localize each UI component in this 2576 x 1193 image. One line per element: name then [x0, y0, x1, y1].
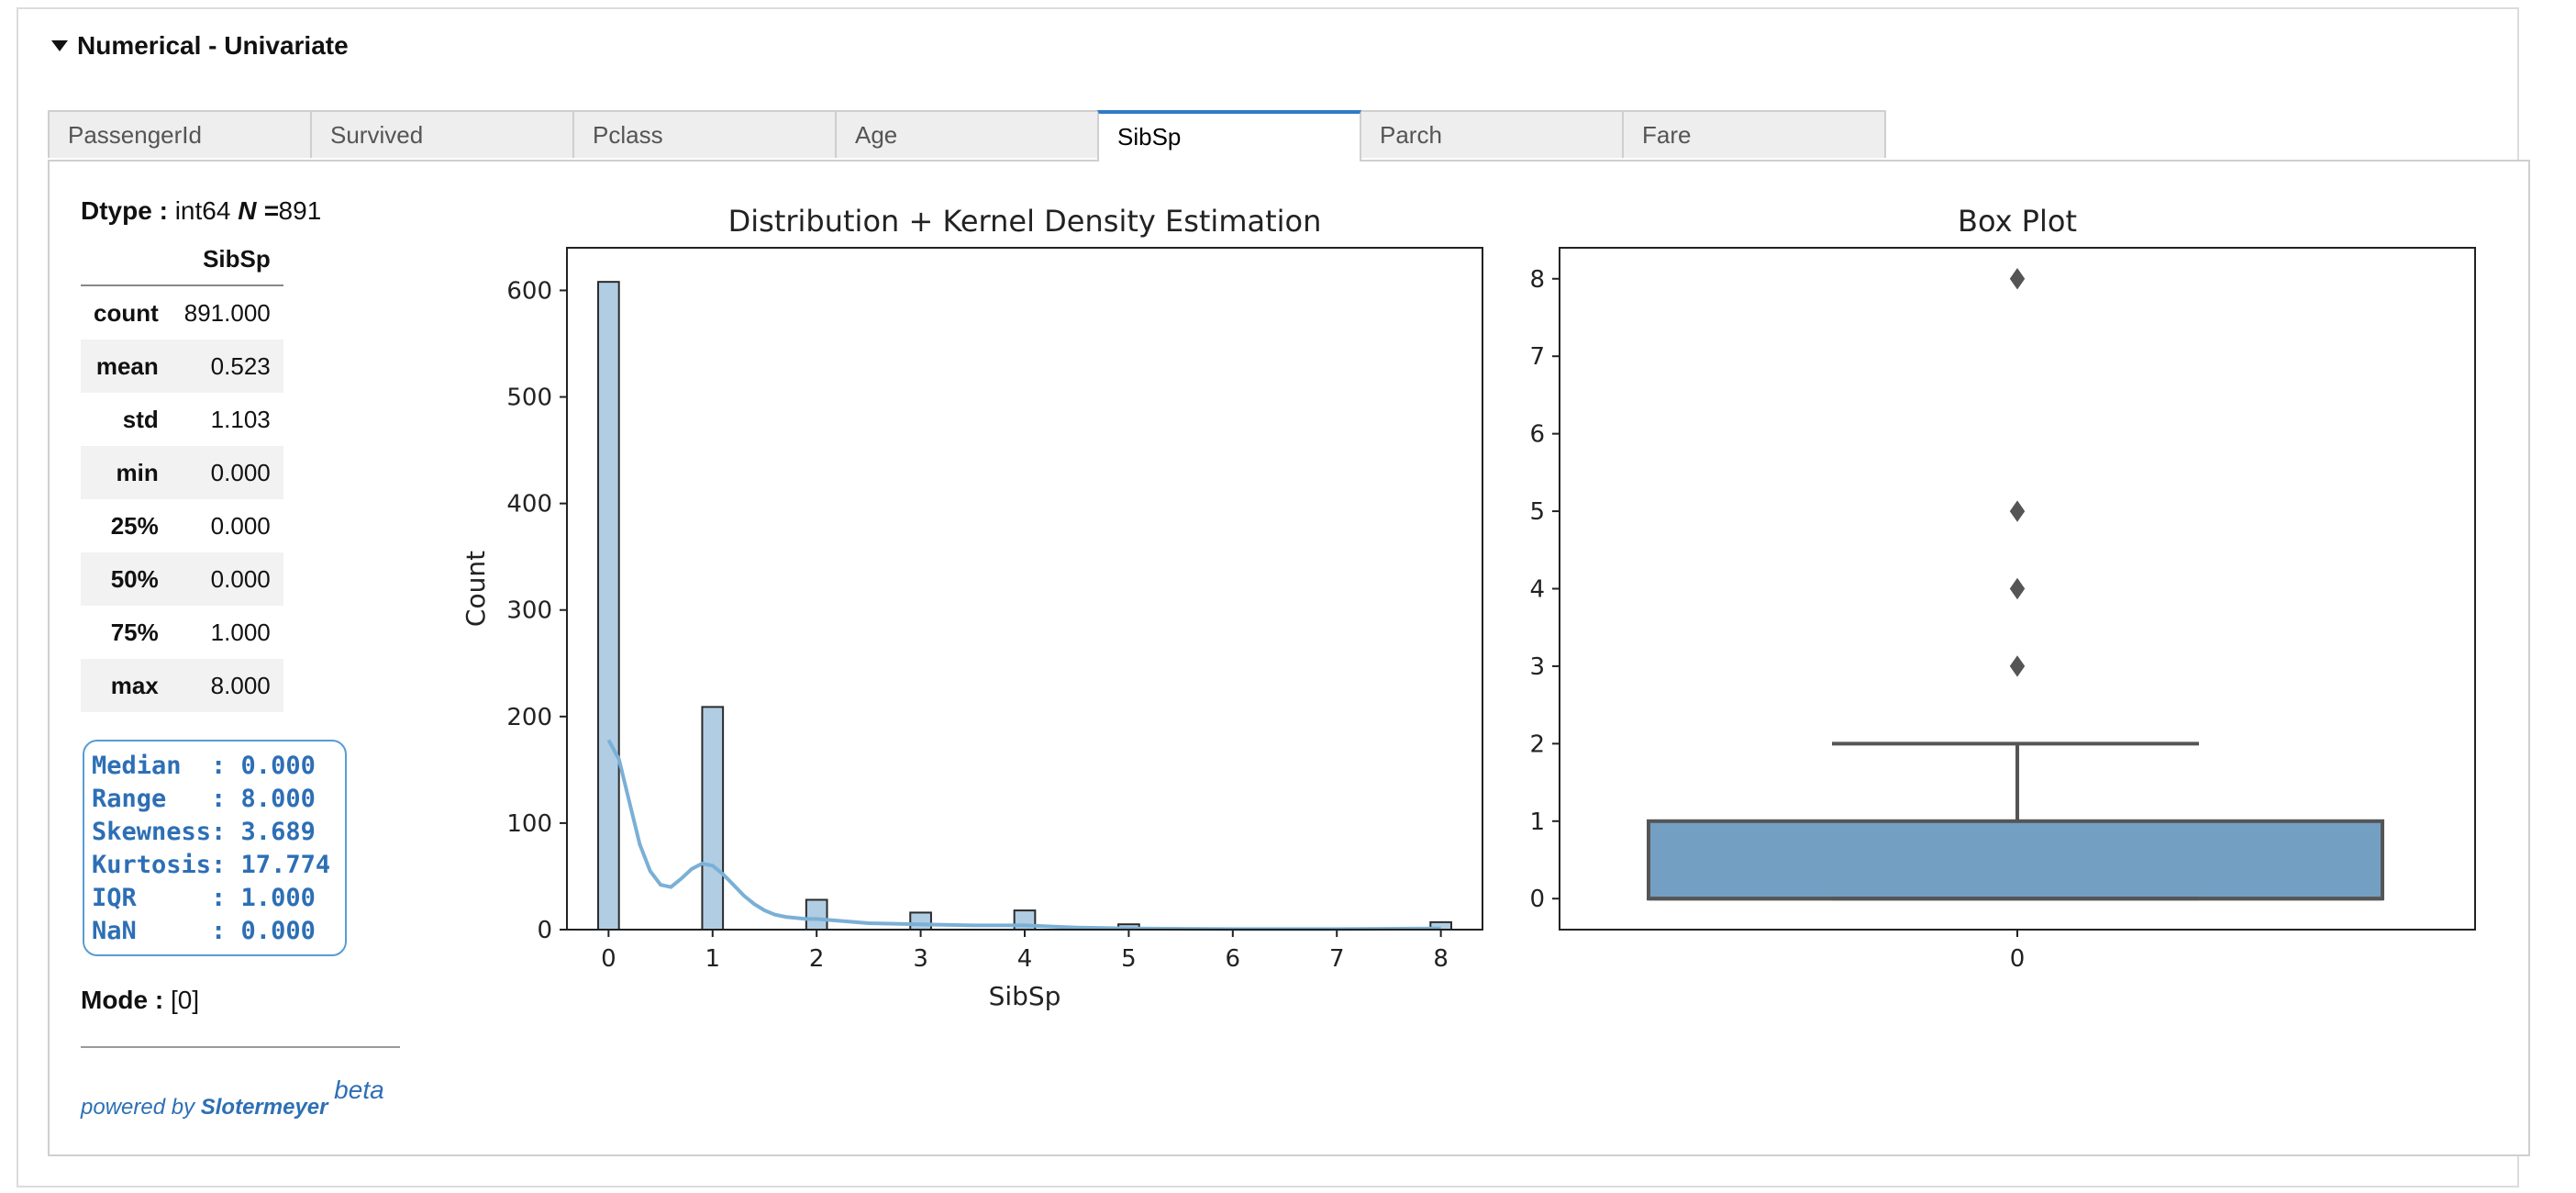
x-tick-label: 8 — [1433, 945, 1449, 973]
x-tick-label: 4 — [1017, 945, 1033, 973]
y-tick-label: 100 — [506, 810, 552, 838]
table-row: mean 0.523 — [81, 340, 283, 393]
summary-line: IQR : 1.000 — [92, 884, 316, 912]
tab-survived[interactable]: Survived — [310, 110, 574, 158]
tab-panel — [48, 160, 2530, 1156]
tab-bar: PassengerId Survived Pclass Age SibSp Pa… — [48, 110, 1886, 162]
table-corner — [81, 235, 172, 286]
x-axis-label: SibSp — [989, 981, 1061, 1011]
summary-line: Median : 0.000 — [92, 752, 316, 780]
row-label: std — [122, 405, 159, 433]
table-row: 75% 1.000 — [81, 606, 283, 659]
row-label: 50% — [81, 552, 172, 606]
row-value: 891.000 — [183, 298, 271, 327]
n-label: N = — [238, 196, 279, 225]
tab-passengerid[interactable]: PassengerId — [48, 110, 312, 158]
summary-line: Range : 8.000 — [92, 785, 316, 813]
brand-name: Slotermeyer — [200, 1095, 328, 1120]
section-toggle[interactable]: Numerical - Univariate — [51, 28, 349, 64]
table-row: max 8.000 — [81, 659, 283, 712]
y-tick-label: 0 — [1529, 886, 1545, 913]
table-row: 50% 0.000 — [81, 552, 283, 606]
beta-tag: beta — [334, 1076, 384, 1104]
x-tick-label: 0 — [2010, 945, 2026, 973]
x-tick-label: 5 — [1121, 945, 1137, 973]
dtype-info: Dtype : int64 N =891 — [81, 196, 321, 226]
tab-pclass[interactable]: Pclass — [572, 110, 837, 158]
summary-line: Kurtosis: 17.774 — [92, 851, 331, 879]
row-label: max — [81, 659, 172, 712]
y-tick-label: 2 — [1529, 730, 1545, 758]
row-value: 0.000 — [210, 511, 271, 540]
outlier-point — [2009, 577, 2026, 600]
y-tick-label: 1 — [1529, 808, 1545, 836]
x-tick-label: 1 — [705, 945, 720, 973]
dtype-label: Dtype : — [81, 196, 168, 225]
mode-value: [0] — [171, 986, 200, 1014]
caret-down-icon — [51, 40, 68, 51]
outlier-point — [2009, 500, 2026, 522]
y-tick-label: 8 — [1529, 266, 1545, 294]
x-tick-label: 6 — [1226, 945, 1241, 973]
y-tick-label: 600 — [506, 277, 552, 305]
divider — [81, 1046, 400, 1048]
x-tick-label: 3 — [913, 945, 928, 973]
y-tick-label: 5 — [1529, 498, 1545, 526]
table-row: count 891.000 — [81, 285, 283, 340]
summary-line: Skewness: 3.689 — [92, 818, 316, 846]
row-label: min — [81, 446, 172, 499]
mode-label: Mode : — [81, 986, 164, 1014]
row-label: 25% — [110, 511, 159, 540]
row-value: 0.000 — [171, 446, 283, 499]
y-axis-label: Count — [461, 551, 491, 627]
chart-title: Box Plot — [1958, 204, 2077, 239]
summary-line: NaN : 0.000 — [92, 917, 316, 945]
dtype-value: int64 — [174, 196, 231, 225]
tab-fare[interactable]: Fare — [1622, 110, 1886, 158]
y-tick-label: 300 — [506, 597, 552, 625]
summary-stats-box: Median : 0.000 Range : 8.000 Skewness: 3.6… — [83, 740, 347, 956]
section-title: Numerical - Univariate — [77, 31, 349, 60]
describe-table: SibSp count 891.000 mean 0.523 std 1.103 mi… — [81, 235, 283, 712]
mode-info: Mode : [0] — [81, 986, 199, 1015]
table-row: std 1.103 — [81, 393, 283, 446]
y-tick-label: 0 — [537, 917, 552, 944]
x-tick-label: 0 — [601, 945, 616, 973]
row-value: 0.000 — [171, 552, 283, 606]
y-tick-label: 7 — [1529, 343, 1545, 371]
row-value: 1.000 — [210, 618, 271, 646]
outlier-point — [2009, 268, 2026, 290]
y-tick-label: 6 — [1529, 421, 1545, 449]
x-tick-label: 7 — [1329, 945, 1345, 973]
n-value: 891 — [278, 196, 322, 225]
chart-title: Distribution + Kernel Density Estimation — [728, 204, 1322, 239]
row-label: count — [94, 298, 159, 327]
x-tick-label: 2 — [809, 945, 825, 973]
powered-prefix: powered by — [81, 1095, 195, 1120]
table-row: 25% 0.000 — [81, 499, 283, 552]
kde-line — [606, 739, 1441, 931]
row-value: 0.523 — [171, 340, 283, 393]
powered-by: powered by Slotermeyer beta — [81, 1076, 384, 1121]
row-value: 8.000 — [171, 659, 283, 712]
row-label: mean — [81, 340, 172, 393]
y-tick-label: 3 — [1529, 653, 1545, 681]
y-tick-label: 400 — [506, 491, 552, 518]
y-tick-label: 4 — [1529, 576, 1545, 604]
row-value: 1.103 — [210, 405, 271, 433]
outlier-point — [2009, 655, 2026, 677]
row-label: 75% — [110, 618, 159, 646]
box-body — [1647, 819, 2384, 901]
y-tick-label: 500 — [506, 385, 552, 412]
column-header: SibSp — [171, 235, 283, 286]
tab-sibsp[interactable]: SibSp — [1097, 110, 1361, 162]
table-row: min 0.000 — [81, 446, 283, 499]
y-tick-label: 200 — [506, 704, 552, 731]
